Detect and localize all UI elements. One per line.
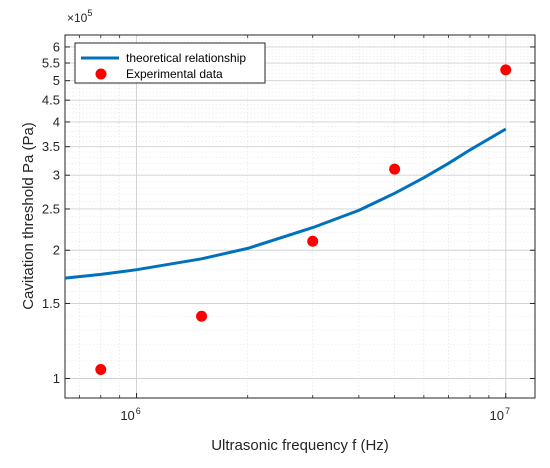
data-point-experimental [307,235,319,247]
legend-label-experimental: Experimental data [126,67,223,81]
x-tick-exponent: 6 [136,406,141,416]
data-point-experimental [95,363,107,375]
data-point-experimental [500,64,512,76]
data-point-experimental [196,310,208,322]
plot-area-frame [64,34,536,399]
y-tick-label: 2 [53,243,60,258]
y-tick-label: 2.5 [42,201,60,216]
y-tick-label: 1.5 [42,296,60,311]
y-tick-label: 4.5 [42,93,60,108]
y-tick-label: 3 [53,168,60,183]
legend-marker-swatch [95,68,107,80]
series-line-theoretical [64,127,507,280]
legend-box [74,42,266,84]
legend: theoretical relationship Experimental da… [74,42,266,84]
y-axis-label: Cavitation threshold Pa (Pa) [20,122,37,310]
y-tick-label: 5.5 [42,56,60,71]
y-axis-multiplier: ×105 [67,8,92,25]
y-tick-label: 4 [53,114,60,129]
y-tick-label: 1 [53,371,60,386]
x-tick-exponent: 7 [505,406,510,416]
series-layer [64,64,512,375]
y-tick-label: 3.5 [42,139,60,154]
legend-label-theoretical: theoretical relationship [126,51,246,65]
x-axis-label: Ultrasonic frequency f (Hz) [211,437,389,454]
y-tick-label: 6 [53,39,60,54]
y-tick-label: 5 [53,73,60,88]
data-point-experimental [389,163,401,175]
y-axis-ticks: 1 1.5 2 2.5 3 3.5 4 4.5 5 5.5 6 [42,39,535,386]
